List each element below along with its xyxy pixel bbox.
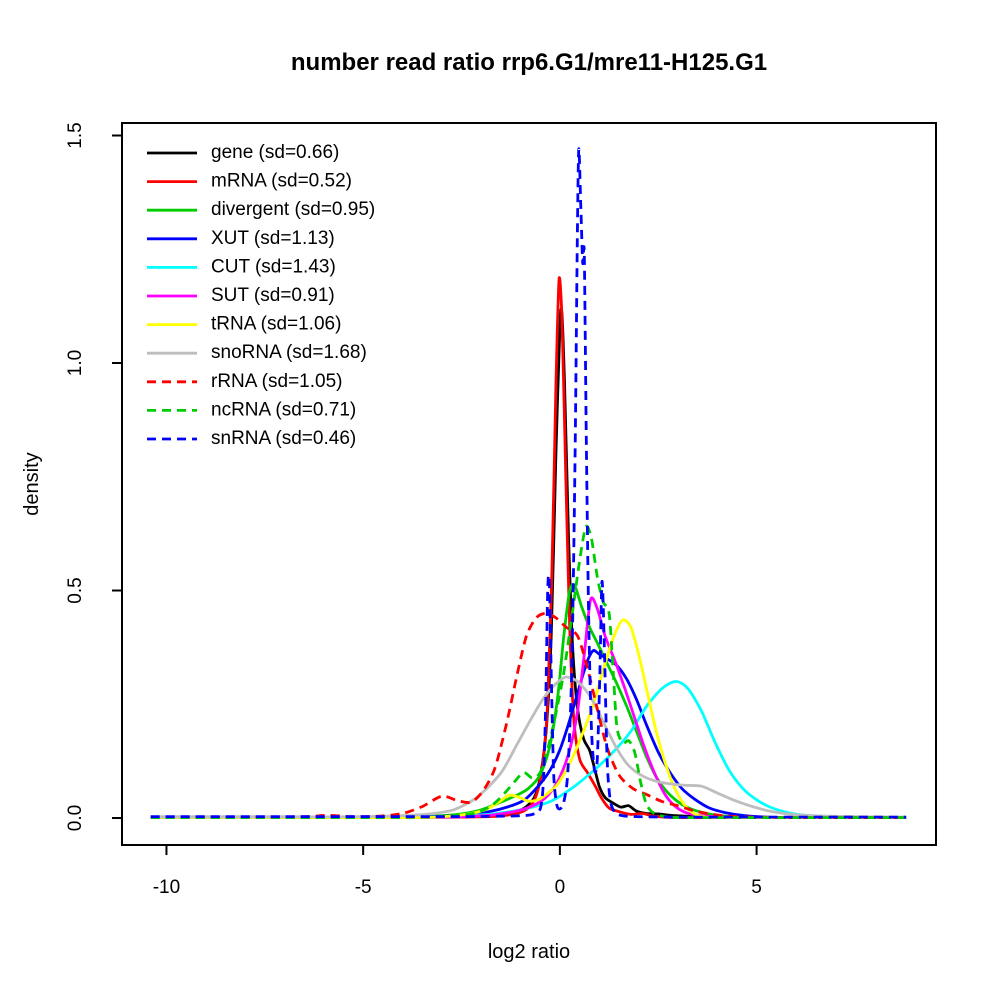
plot-box xyxy=(121,122,937,846)
curves-layer xyxy=(150,147,907,820)
legend-label: CUT (sd=1.43) xyxy=(211,256,336,277)
y-tick-label: 1.5 xyxy=(65,122,86,148)
x-tick-label: -10 xyxy=(153,877,180,898)
legend-label: rRNA (sd=1.05) xyxy=(211,371,342,392)
legend-item-ncRNA: ncRNA (sd=0.71) xyxy=(147,399,356,420)
density-curve-mRNA xyxy=(150,276,907,820)
density-curve-rRNA xyxy=(150,611,907,819)
y-tick-label: 0.0 xyxy=(65,805,86,831)
x-tick-label: 0 xyxy=(555,877,566,898)
legend-label: SUT (sd=0.91) xyxy=(211,285,335,306)
y-axis: 0.0 0.5 1.0 1.5 xyxy=(65,122,122,831)
x-tick-label: -5 xyxy=(355,877,372,898)
legend-item-rRNA: rRNA (sd=1.05) xyxy=(147,371,342,392)
y-axis-label: density xyxy=(21,452,43,515)
density-curve-ncRNA xyxy=(150,524,907,820)
legend-item-XUT: XUT (sd=1.13) xyxy=(147,228,335,249)
legend-item-CUT: CUT (sd=1.43) xyxy=(147,256,336,277)
density-curve-divergent xyxy=(150,583,907,820)
x-axis: -10 -5 0 5 xyxy=(153,845,762,898)
y-tick-label: 0.5 xyxy=(65,577,86,603)
legend-label: divergent (sd=0.95) xyxy=(211,199,375,220)
legend-label: snoRNA (sd=1.68) xyxy=(211,342,367,363)
legend-label: mRNA (sd=0.52) xyxy=(211,171,352,192)
legend-item-mRNA: mRNA (sd=0.52) xyxy=(147,171,352,192)
y-tick-label: 1.0 xyxy=(65,350,86,376)
density-curve-XUT xyxy=(150,649,907,820)
density-curve-SUT xyxy=(150,596,907,820)
x-axis-label: log2 ratio xyxy=(488,941,570,963)
chart-title: number read ratio rrp6.G1/mre11-H125.G1 xyxy=(291,49,767,76)
legend-item-divergent: divergent (sd=0.95) xyxy=(147,199,375,220)
legend-item-snRNA: snRNA (sd=0.46) xyxy=(147,428,356,449)
x-tick-label: 5 xyxy=(751,877,762,898)
legend-label: snRNA (sd=0.46) xyxy=(211,428,356,449)
legend-item-SUT: SUT (sd=0.91) xyxy=(147,285,335,306)
legend-label: ncRNA (sd=0.71) xyxy=(211,399,356,420)
legend: gene (sd=0.66) mRNA (sd=0.52) divergent (s… xyxy=(147,142,375,449)
legend-label: tRNA (sd=1.06) xyxy=(211,314,341,335)
legend-item-tRNA: tRNA (sd=1.06) xyxy=(147,314,341,335)
legend-label: gene (sd=0.66) xyxy=(211,142,339,163)
density-curve-snRNA xyxy=(150,147,907,819)
legend-item-gene: gene (sd=0.66) xyxy=(147,142,339,163)
legend-item-snoRNA: snoRNA (sd=1.68) xyxy=(147,342,367,363)
legend-label: XUT (sd=1.13) xyxy=(211,228,335,249)
